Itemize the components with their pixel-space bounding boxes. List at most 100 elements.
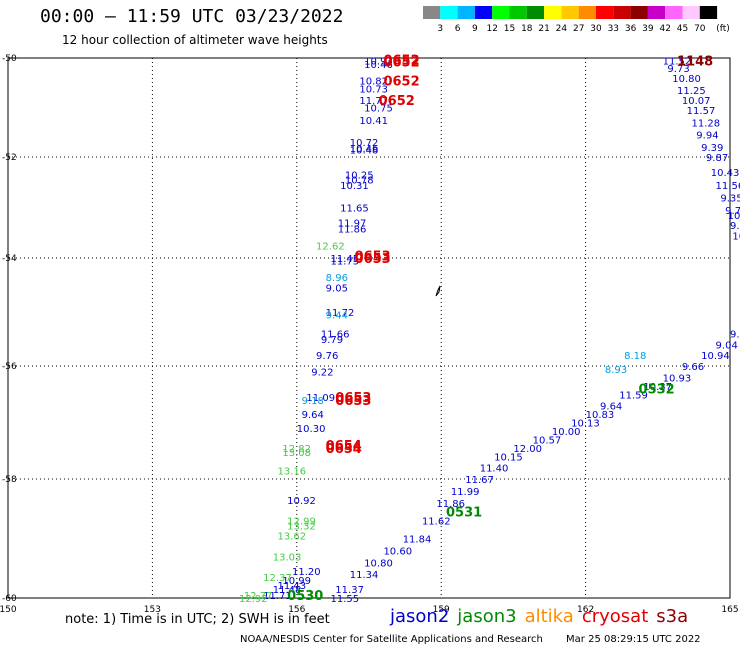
- swh-value: 10.43: [711, 168, 740, 179]
- swh-value: 10.78: [345, 176, 374, 187]
- swh-value: 9.76: [316, 351, 338, 362]
- legend-label: 24: [556, 24, 568, 34]
- legend-label: 3: [437, 24, 443, 34]
- legend-label: 9: [472, 24, 478, 34]
- legend-label: 36: [625, 24, 637, 34]
- legend-label: 42: [659, 24, 670, 34]
- satellite-jason3: jason3: [457, 606, 517, 627]
- swh-value: 13.32: [287, 521, 316, 532]
- swh-value: 12.37: [263, 573, 292, 584]
- swh-value: 9.87: [706, 153, 728, 164]
- legend-swatch: [509, 6, 527, 19]
- swh-value: 11.62: [422, 517, 451, 528]
- satellite-cryosat: cryosat: [581, 606, 649, 627]
- lat-tick-label: -54: [2, 254, 17, 264]
- legend-swatch: [457, 6, 475, 19]
- swh-value: 9.93: [730, 330, 740, 341]
- swh-value: 10.75: [364, 104, 393, 115]
- lat-tick-label: -60: [2, 594, 17, 604]
- legend-swatch: [596, 6, 614, 19]
- pass-time-label: 0532: [639, 383, 675, 398]
- swh-value: 10.15: [494, 452, 523, 463]
- legend-label: 70: [694, 24, 706, 34]
- pass-time-label: 0531: [446, 506, 482, 521]
- swh-value: 12.99: [287, 517, 316, 528]
- swh-value: 11.66: [321, 330, 350, 341]
- swh-value: 11.57: [687, 106, 716, 117]
- lon-tick-label: 165: [721, 605, 738, 615]
- swh-value: 11.37: [335, 585, 364, 596]
- legend-label: 12: [486, 24, 497, 34]
- swh-value: 12.92: [239, 594, 268, 605]
- lon-tick-label: 162: [577, 605, 594, 615]
- legend-swatch: [682, 6, 700, 19]
- swh-value: 9.79: [321, 335, 343, 346]
- swh-value: 10.93: [663, 373, 692, 384]
- swh-value: 13.08: [282, 448, 311, 459]
- swh-value: 13.16: [278, 467, 307, 478]
- lat-tick-label: -56: [2, 362, 17, 372]
- legend-swatch: [578, 6, 596, 19]
- swh-value: 9.44: [326, 311, 348, 322]
- island-outline: [435, 285, 441, 297]
- swh-value: 12.77: [244, 591, 273, 602]
- swh-value: 10.72: [350, 138, 379, 149]
- legend-swatch: [423, 6, 441, 19]
- pass-time-label: 0652: [383, 74, 419, 89]
- pass-time-label: 0653: [355, 249, 391, 264]
- footer-note: note: 1) Time is in UTC; 2) SWH is in fe…: [65, 612, 330, 627]
- swh-value: 10.57: [533, 435, 562, 446]
- legend-swatch: [630, 6, 648, 19]
- swh-value: 10.94: [701, 351, 730, 362]
- swh-value: 10.61: [728, 211, 740, 222]
- swh-value: 9.05: [326, 284, 348, 295]
- swh-value: 11.28: [691, 118, 720, 129]
- swh-value: 10.73: [359, 85, 388, 96]
- swh-value: 11.71: [263, 591, 292, 602]
- swh-value: 9.64: [302, 410, 324, 421]
- satellite-legend: jason2 jason3 altika cryosat s3a: [390, 606, 696, 627]
- swh-value: 11.20: [292, 567, 321, 578]
- swh-value: 11.45: [330, 254, 359, 265]
- legend-label: 27: [573, 24, 584, 34]
- legend-swatch: [613, 6, 631, 19]
- swh-value: 11.56: [716, 181, 740, 192]
- swh-value: 11.86: [338, 225, 367, 236]
- swh-value: 10.60: [383, 546, 412, 557]
- legend-swatch: [561, 6, 579, 19]
- legend-label: 30: [590, 24, 602, 34]
- legend-swatch: [492, 6, 510, 19]
- lon-tick-label: 150: [0, 605, 17, 615]
- legend-label: 33: [608, 24, 619, 34]
- pass-time-label: 0652: [383, 53, 419, 68]
- swh-value: 10.46: [364, 60, 393, 71]
- swh-value: 11.25: [677, 86, 706, 97]
- swh-value: 12.00: [513, 444, 542, 455]
- legend-swatch: [474, 6, 493, 19]
- swh-value: 9.73: [667, 64, 689, 75]
- pass-time-label: 0654: [326, 439, 362, 454]
- swh-value: 10.41: [359, 116, 388, 127]
- swh-value: 11.43: [278, 581, 307, 592]
- pass-time-label: 0653: [335, 391, 371, 406]
- pass-time-label: 0530: [287, 589, 323, 604]
- swh-value: 11.48: [273, 585, 302, 596]
- legend-swatch: [544, 6, 562, 19]
- swh-value: 10.93: [364, 56, 393, 67]
- swh-value: 10.46: [350, 144, 379, 155]
- swh-value: 9.18: [302, 396, 324, 407]
- swh-value: 10.82: [359, 76, 388, 87]
- swh-value: 10.80: [672, 74, 701, 85]
- swh-value: 10.37: [643, 382, 672, 393]
- swh-value: 11.09: [306, 393, 335, 404]
- legend-swatch: [665, 6, 683, 19]
- swh-value: 13.03: [273, 552, 302, 563]
- swh-value: 9.72: [725, 206, 740, 217]
- credit-line: NOAA/NESDIS Center for Satellite Applica…: [240, 634, 721, 645]
- pass-time-label: 0653: [335, 394, 371, 409]
- swh-value: 12.62: [316, 241, 345, 252]
- swh-value: 10.13: [571, 419, 600, 430]
- legend-label: 45: [677, 24, 688, 34]
- swh-value: 11.99: [451, 487, 480, 498]
